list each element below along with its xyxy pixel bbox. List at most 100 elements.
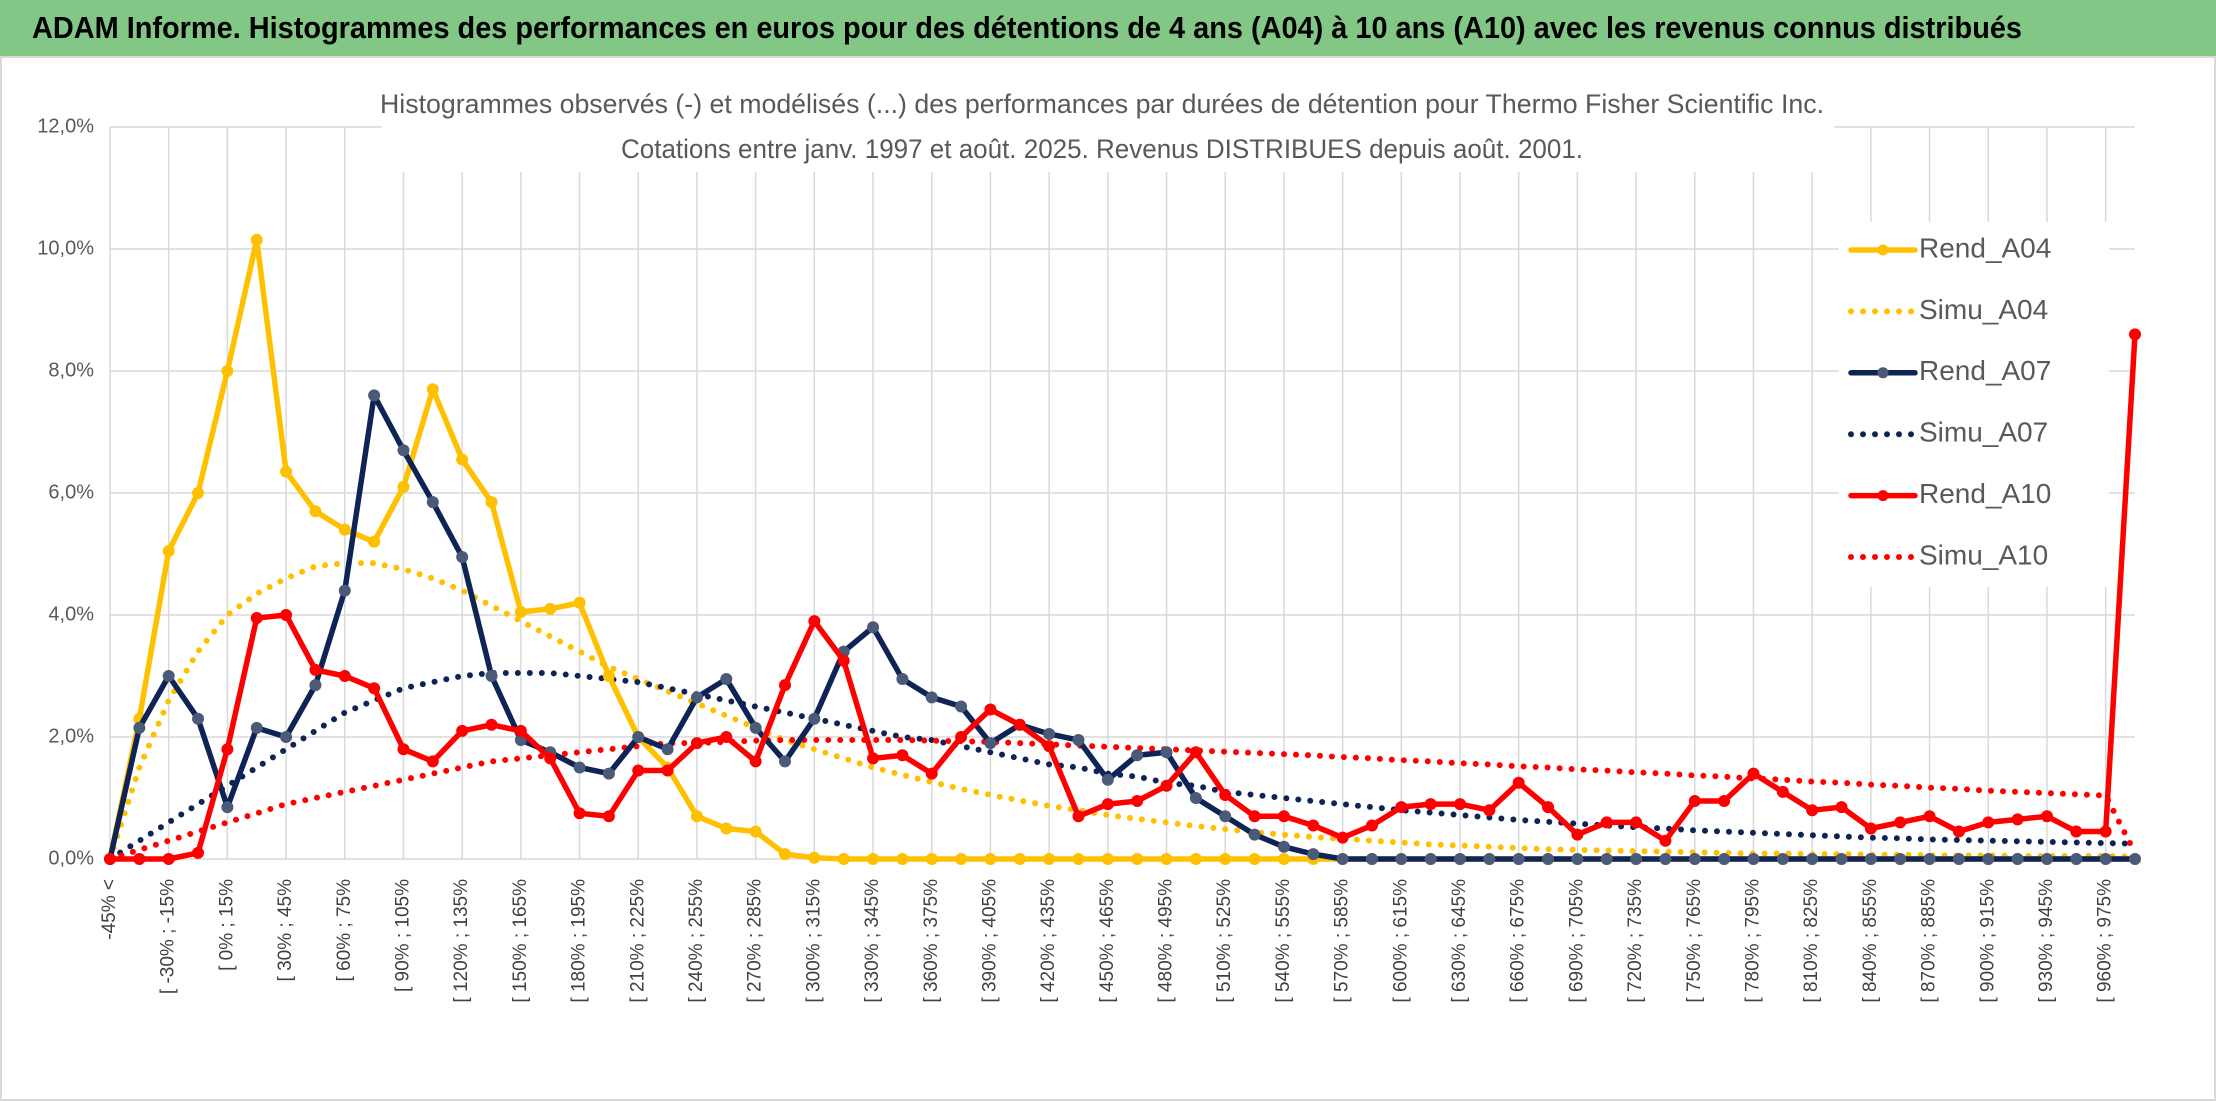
data-point (1189, 853, 1202, 865)
data-point (749, 825, 762, 838)
data-point (837, 853, 850, 865)
x-tick-label: [ 30% ; 45% (275, 879, 296, 982)
data-point (104, 853, 116, 865)
legend-label: Rend_A10 (1919, 478, 2051, 509)
x-tick-label: [ 810% ; 825% (1801, 879, 1822, 1003)
data-point (1043, 727, 1056, 740)
data-point (808, 851, 821, 864)
data-point (1659, 853, 1672, 865)
data-point (925, 853, 938, 865)
data-point (1864, 822, 1877, 835)
data-point (1101, 798, 1114, 811)
data-point (602, 767, 615, 780)
data-point (280, 609, 293, 621)
data-point (1688, 795, 1701, 808)
data-point (368, 535, 381, 548)
x-tick-label: [ 720% ; 735% (1625, 879, 1646, 1003)
data-point (1395, 801, 1408, 814)
data-point (368, 389, 381, 402)
data-point (720, 822, 733, 835)
x-tick-label: [ 540% ; 555% (1273, 879, 1294, 1003)
data-point (925, 767, 938, 780)
data-point (544, 752, 557, 765)
data-point (1835, 801, 1848, 814)
x-tick-label: [ 300% ; 315% (803, 879, 824, 1003)
x-tick-label: [ 900% ; 915% (1977, 879, 1998, 1003)
x-tick-label: [ 780% ; 795% (1742, 879, 1763, 1003)
data-point (1512, 776, 1525, 789)
data-point (2129, 853, 2141, 865)
data-point (1806, 853, 1819, 865)
data-point (1571, 853, 1584, 865)
data-point (749, 755, 762, 768)
y-tick-label: 12,0% (37, 115, 94, 137)
series-line (107, 331, 2138, 862)
data-point (309, 505, 322, 518)
data-point (514, 605, 527, 618)
x-tick-label: [ 930% ; 945% (2036, 879, 2057, 1003)
series-line (107, 669, 2138, 862)
x-tick-label: [ 360% ; 375% (921, 879, 942, 1003)
data-point (1747, 767, 1760, 780)
data-point (896, 673, 909, 686)
data-point (1835, 853, 1848, 865)
data-point (1600, 816, 1613, 829)
data-point (808, 615, 821, 628)
data-point (221, 743, 234, 756)
data-point (1131, 795, 1144, 808)
data-point (602, 670, 615, 682)
x-tick-label: -45% < (99, 879, 120, 940)
data-point (309, 679, 322, 692)
data-point (133, 721, 146, 734)
y-tick-label: 0,0% (48, 847, 94, 869)
x-tick-label: [ 390% ; 405% (979, 879, 1000, 1003)
data-point (1542, 801, 1555, 814)
data-point (397, 743, 410, 756)
data-point (250, 721, 263, 734)
data-point (1101, 853, 1114, 865)
data-point (544, 602, 557, 615)
x-tick-label: [ 450% ; 465% (1097, 879, 1118, 1003)
data-point (632, 764, 645, 777)
legend-label: Simu_A04 (1919, 294, 2048, 325)
data-point (720, 673, 733, 686)
data-point (514, 724, 527, 737)
legend-label: Simu_A07 (1919, 417, 2048, 448)
data-point (2099, 853, 2112, 865)
data-point (1072, 810, 1085, 823)
data-point (1277, 853, 1290, 865)
data-point (162, 544, 175, 557)
data-point (280, 731, 293, 743)
banner-title: ADAM Informe. Histogrammes des performan… (32, 10, 2022, 45)
legend-backdrop (1839, 222, 2109, 587)
title-backdrop (382, 88, 1834, 172)
data-point (1219, 853, 1232, 865)
x-tick-label: [ 600% ; 615% (1390, 879, 1411, 1003)
data-point (397, 480, 410, 493)
x-tick-label: [ 630% ; 645% (1449, 879, 1470, 1003)
data-point (192, 712, 205, 725)
x-tick-label: [ 210% ; 225% (627, 879, 648, 1003)
data-point (1219, 788, 1232, 801)
x-tick-label: [ 570% ; 585% (1332, 879, 1353, 1003)
data-point (1072, 734, 1085, 747)
data-point (749, 721, 762, 734)
data-point (955, 853, 968, 865)
data-point (867, 853, 880, 865)
x-tick-label: [ 240% ; 255% (686, 879, 707, 1003)
data-point (1277, 810, 1290, 823)
data-point (1776, 853, 1789, 865)
data-point (573, 807, 586, 820)
series-line (107, 737, 2138, 862)
data-point (338, 523, 351, 536)
data-point (1043, 853, 1056, 865)
series-line (107, 392, 2138, 862)
data-point (426, 383, 439, 396)
data-point (1659, 834, 1672, 847)
x-tick-label: [ 870% ; 885% (1919, 879, 1940, 1003)
data-point (1336, 831, 1349, 844)
chart-subtitle: Cotations entre janv. 1997 et août. 2025… (621, 134, 1583, 164)
data-point (485, 496, 498, 509)
data-point (485, 670, 498, 682)
data-point (1688, 853, 1701, 865)
